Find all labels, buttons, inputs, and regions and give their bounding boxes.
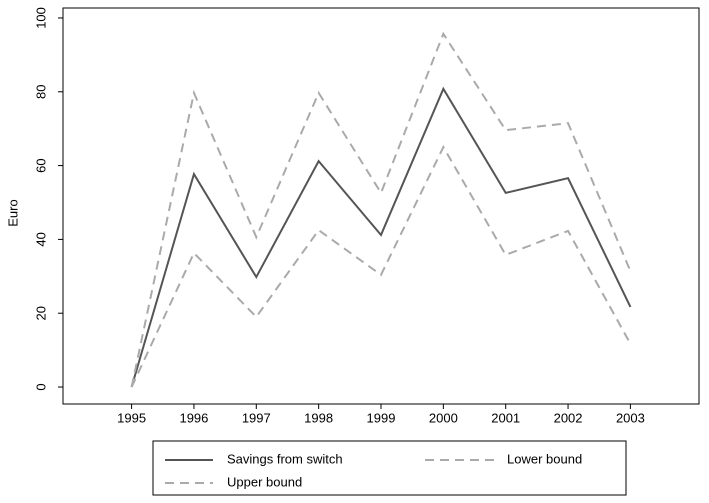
y-tick-label: 20: [33, 306, 48, 320]
x-tick-label: 1996: [179, 410, 208, 425]
x-tick-label: 2002: [554, 410, 583, 425]
x-tick-label: 1995: [117, 410, 146, 425]
legend-label: Upper bound: [227, 474, 302, 489]
y-tick-label: 100: [33, 7, 48, 29]
y-axis-title: Euro: [5, 199, 20, 226]
series-line: [130, 31, 632, 388]
y-tick-label: 0: [33, 383, 48, 390]
x-tick-label: 2000: [429, 410, 458, 425]
x-tick-label: 1998: [304, 410, 333, 425]
legend-label: Savings from switch: [227, 451, 343, 466]
legend-box: [152, 440, 627, 496]
series-line: [130, 86, 632, 388]
y-tick-label: 40: [33, 232, 48, 246]
x-tick-label: 1999: [367, 410, 396, 425]
x-tick-label: 1997: [242, 410, 271, 425]
y-tick-label: 60: [33, 158, 48, 172]
x-tick-label: 2003: [616, 410, 645, 425]
x-tick-label: 2001: [491, 410, 520, 425]
series-line: [130, 145, 632, 388]
legend-label: Lower bound: [507, 451, 582, 466]
y-tick-label: 80: [33, 85, 48, 99]
